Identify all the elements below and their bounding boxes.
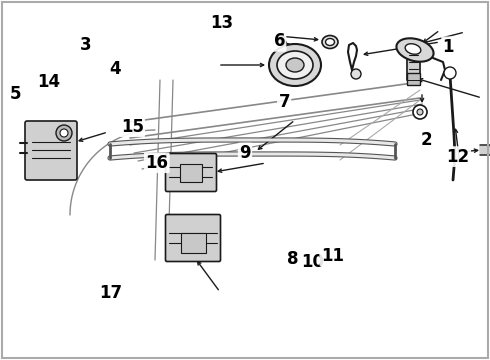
Ellipse shape bbox=[322, 36, 338, 49]
Text: 16: 16 bbox=[146, 154, 168, 172]
Text: 5: 5 bbox=[10, 85, 22, 103]
Ellipse shape bbox=[286, 58, 304, 72]
Text: 8: 8 bbox=[287, 250, 299, 268]
FancyBboxPatch shape bbox=[166, 215, 220, 261]
Circle shape bbox=[444, 67, 456, 79]
Text: 7: 7 bbox=[278, 93, 290, 111]
Bar bbox=[407, 73, 420, 85]
Polygon shape bbox=[480, 145, 490, 155]
Ellipse shape bbox=[325, 39, 335, 45]
Ellipse shape bbox=[405, 44, 421, 54]
Polygon shape bbox=[407, 40, 420, 85]
Text: 11: 11 bbox=[321, 247, 343, 265]
Circle shape bbox=[60, 129, 68, 137]
Text: 13: 13 bbox=[210, 14, 233, 32]
FancyBboxPatch shape bbox=[25, 121, 77, 180]
Bar bbox=[180, 164, 202, 182]
Circle shape bbox=[351, 69, 361, 79]
Text: 15: 15 bbox=[121, 118, 144, 136]
Circle shape bbox=[417, 109, 423, 115]
Text: 10: 10 bbox=[301, 253, 324, 271]
Text: 12: 12 bbox=[446, 148, 470, 166]
Text: 17: 17 bbox=[98, 284, 122, 302]
Text: 1: 1 bbox=[442, 38, 454, 56]
Text: 6: 6 bbox=[273, 32, 285, 50]
Text: 3: 3 bbox=[80, 36, 92, 54]
Text: 2: 2 bbox=[420, 131, 432, 149]
FancyBboxPatch shape bbox=[166, 153, 217, 192]
Text: 14: 14 bbox=[37, 73, 61, 91]
Circle shape bbox=[413, 105, 427, 119]
Text: 4: 4 bbox=[109, 60, 121, 78]
Circle shape bbox=[56, 125, 72, 141]
Ellipse shape bbox=[269, 44, 321, 86]
Ellipse shape bbox=[277, 51, 313, 79]
Bar bbox=[181, 233, 206, 253]
Text: 9: 9 bbox=[239, 144, 251, 162]
Ellipse shape bbox=[396, 38, 434, 62]
